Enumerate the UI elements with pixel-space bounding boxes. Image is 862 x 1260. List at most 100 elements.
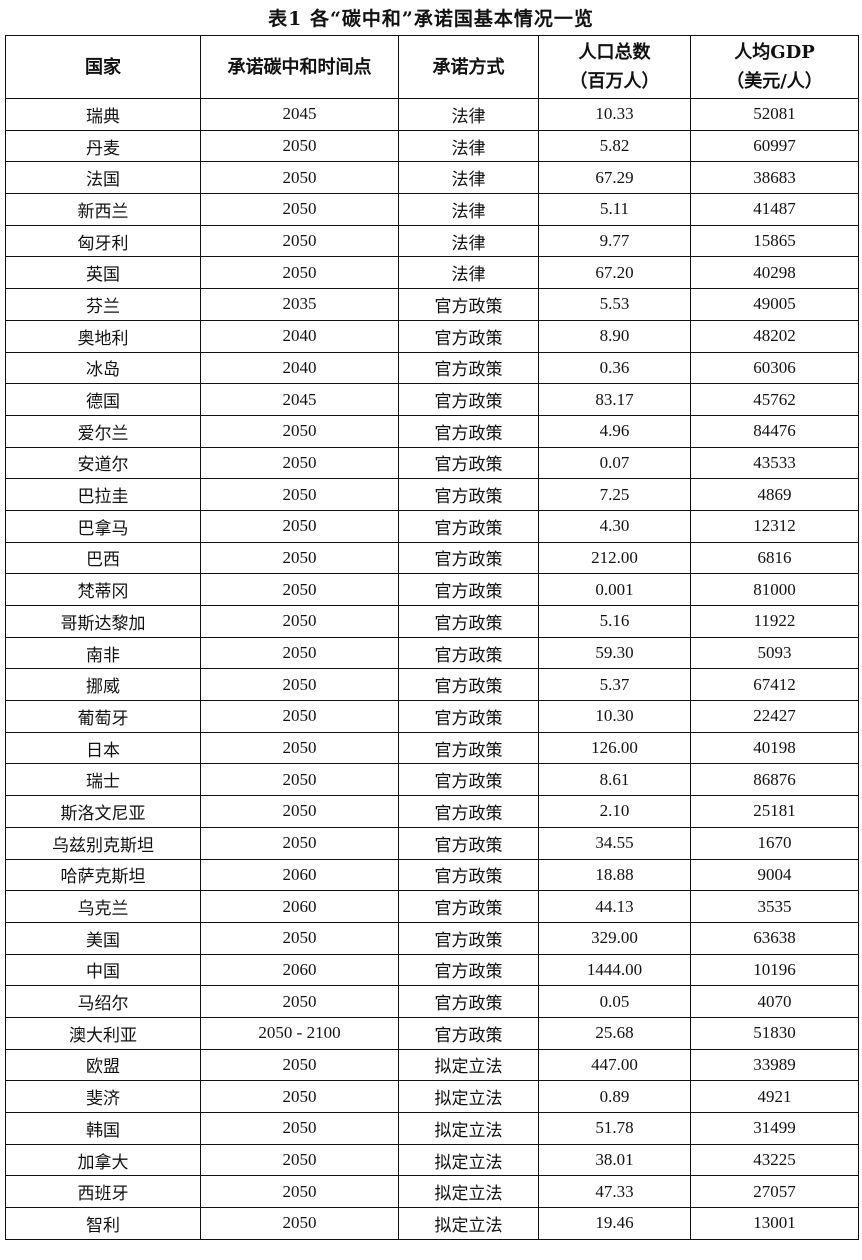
cell-country: 中国 xyxy=(5,953,201,987)
cell-target-year: 2050 xyxy=(200,921,399,955)
cell-target-year: 2060 xyxy=(200,858,399,892)
cell-country: 挪威 xyxy=(5,668,201,702)
cell-commitment-type: 官方政策 xyxy=(398,858,539,892)
cell-target-year: 2050 xyxy=(200,1080,399,1113)
cell-commitment-type: 官方政策 xyxy=(398,921,539,955)
table-row: 哈萨克斯坦 2060 官方政策 18.88 9004 xyxy=(5,858,859,892)
header-gdp-per-capita: 人均GDP （美元/人） xyxy=(690,35,859,99)
cell-population: 67.29 xyxy=(538,161,691,195)
cell-target-year: 2050 xyxy=(200,668,399,702)
cell-population: 8.90 xyxy=(538,319,691,353)
cell-gdp-per-capita: 40198 xyxy=(690,731,859,765)
cell-country: 乌兹别克斯坦 xyxy=(5,826,201,860)
cell-population: 0.05 xyxy=(538,985,691,1018)
table-row: 芬兰 2035 官方政策 5.53 49005 xyxy=(5,288,859,321)
cell-target-year: 2040 xyxy=(200,351,399,385)
cell-population: 34.55 xyxy=(538,826,691,860)
cell-gdp-per-capita: 45762 xyxy=(690,383,859,416)
cell-commitment-type: 法律 xyxy=(398,161,539,195)
cell-population: 329.00 xyxy=(538,921,691,955)
cell-gdp-per-capita: 43225 xyxy=(690,1143,859,1177)
table-row: 韩国 2050 拟定立法 51.78 31499 xyxy=(5,1112,859,1145)
cell-country: 美国 xyxy=(5,921,201,955)
cell-population: 7.25 xyxy=(538,478,691,511)
cell-gdp-per-capita: 4869 xyxy=(690,478,859,511)
cell-gdp-per-capita: 11922 xyxy=(690,605,859,638)
cell-gdp-per-capita: 15865 xyxy=(690,224,859,258)
table-row: 匈牙利 2050 法律 9.77 15865 xyxy=(5,224,859,258)
cell-country: 智利 xyxy=(5,1207,201,1240)
cell-commitment-type: 法律 xyxy=(398,193,539,226)
cell-commitment-type: 官方政策 xyxy=(398,985,539,1018)
cell-commitment-type: 官方政策 xyxy=(398,605,539,638)
cell-gdp-per-capita: 9004 xyxy=(690,858,859,892)
cell-gdp-per-capita: 25181 xyxy=(690,795,859,828)
cell-target-year: 2050 xyxy=(200,478,399,511)
cell-target-year: 2050 xyxy=(200,1207,399,1240)
cell-country: 巴拿马 xyxy=(5,509,201,543)
cell-target-year: 2050 xyxy=(200,1143,399,1177)
cell-target-year: 2050 xyxy=(200,1048,399,1082)
cell-gdp-per-capita: 60997 xyxy=(690,129,859,163)
table-row: 乌兹别克斯坦 2050 官方政策 34.55 1670 xyxy=(5,826,859,860)
cell-target-year: 2050 xyxy=(200,509,399,543)
cell-country: 哥斯达黎加 xyxy=(5,605,201,638)
table-row: 梵蒂冈 2050 官方政策 0.001 81000 xyxy=(5,573,859,606)
cell-target-year: 2050 xyxy=(200,193,399,226)
cell-population: 18.88 xyxy=(538,858,691,892)
cell-target-year: 2050 xyxy=(200,826,399,860)
cell-population: 19.46 xyxy=(538,1207,691,1240)
cell-country: 奥地利 xyxy=(5,319,201,353)
header-country: 国家 xyxy=(5,35,201,99)
cell-gdp-per-capita: 60306 xyxy=(690,351,859,385)
cell-gdp-per-capita: 63638 xyxy=(690,921,859,955)
cell-commitment-type: 拟定立法 xyxy=(398,1048,539,1082)
cell-commitment-type: 拟定立法 xyxy=(398,1207,539,1240)
cell-country: 哈萨克斯坦 xyxy=(5,858,201,892)
header-target-year: 承诺碳中和时间点 xyxy=(200,35,399,99)
cell-target-year: 2045 xyxy=(200,98,399,131)
cell-commitment-type: 拟定立法 xyxy=(398,1175,539,1209)
cell-commitment-type: 官方政策 xyxy=(398,826,539,860)
cell-country: 梵蒂冈 xyxy=(5,573,201,606)
cell-population: 10.30 xyxy=(538,700,691,733)
cell-commitment-type: 官方政策 xyxy=(398,288,539,321)
cell-gdp-per-capita: 84476 xyxy=(690,414,859,448)
cell-gdp-per-capita: 12312 xyxy=(690,509,859,543)
cell-commitment-type: 法律 xyxy=(398,129,539,163)
cell-population: 5.37 xyxy=(538,668,691,702)
table-row: 中国 2060 官方政策 1444.00 10196 xyxy=(5,953,859,987)
cell-population: 447.00 xyxy=(538,1048,691,1082)
cell-target-year: 2050 xyxy=(200,795,399,828)
cell-population: 5.11 xyxy=(538,193,691,226)
table-row: 新西兰 2050 法律 5.11 41487 xyxy=(5,193,859,226)
cell-gdp-per-capita: 38683 xyxy=(690,161,859,195)
table-row: 美国 2050 官方政策 329.00 63638 xyxy=(5,921,859,955)
table-row: 日本 2050 官方政策 126.00 40198 xyxy=(5,731,859,765)
cell-population: 0.89 xyxy=(538,1080,691,1113)
cell-target-year: 2060 xyxy=(200,890,399,923)
cell-target-year: 2050 xyxy=(200,161,399,195)
cell-country: 西班牙 xyxy=(5,1175,201,1209)
cell-country: 马绍尔 xyxy=(5,985,201,1018)
cell-population: 25.68 xyxy=(538,1016,691,1050)
cell-target-year: 2050 xyxy=(200,573,399,606)
cell-country: 匈牙利 xyxy=(5,224,201,258)
cell-gdp-per-capita: 52081 xyxy=(690,98,859,131)
cell-commitment-type: 官方政策 xyxy=(398,700,539,733)
cell-population: 38.01 xyxy=(538,1143,691,1177)
cell-commitment-type: 官方政策 xyxy=(398,351,539,385)
table-row: 智利 2050 拟定立法 19.46 13001 xyxy=(5,1207,859,1240)
cell-population: 10.33 xyxy=(538,98,691,131)
cell-gdp-per-capita: 51830 xyxy=(690,1016,859,1050)
table-row: 丹麦 2050 法律 5.82 60997 xyxy=(5,129,859,163)
table-row: 爱尔兰 2050 官方政策 4.96 84476 xyxy=(5,414,859,448)
cell-population: 5.53 xyxy=(538,288,691,321)
table-row: 澳大利亚 2050 - 2100 官方政策 25.68 51830 xyxy=(5,1016,859,1050)
table-row: 巴拉圭 2050 官方政策 7.25 4869 xyxy=(5,478,859,511)
header-population: 人口总数 （百万人） xyxy=(538,35,691,99)
commitment-table: 国家 承诺碳中和时间点 承诺方式 人口总数 （百万人） 人均GDP （美元/人）… xyxy=(5,35,859,1240)
cell-country: 法国 xyxy=(5,161,201,195)
cell-gdp-per-capita: 33989 xyxy=(690,1048,859,1082)
table-row: 德国 2045 官方政策 83.17 45762 xyxy=(5,383,859,416)
